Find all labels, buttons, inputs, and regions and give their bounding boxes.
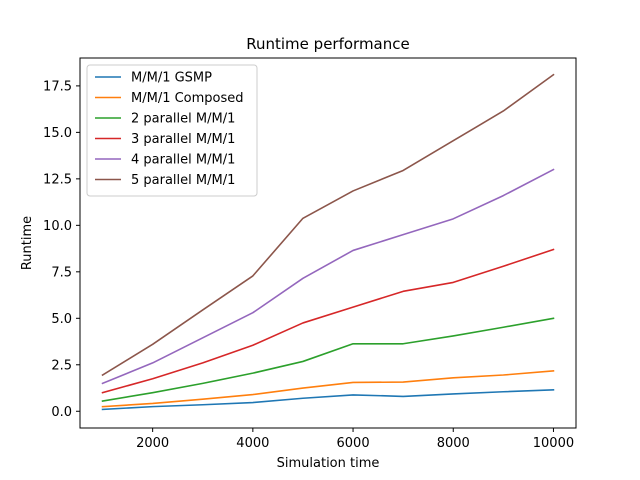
legend-label-6: 5 parallel M/M/1: [131, 173, 235, 188]
legend-label-1: M/M/1 GSMP: [131, 71, 212, 86]
y-tick-label: 12.5: [43, 172, 72, 187]
series-line-4: [101, 248, 555, 394]
y-axis: 0.0 2.5 5.0 7.5 10.0 12.5 15.0 17.5: [43, 79, 80, 420]
plot-frame: [79, 57, 577, 429]
legend: M/M/1 GSMP M/M/1 Composed 2 parallel M/M/1…: [86, 64, 258, 197]
x-tick-label: 8000: [437, 436, 470, 451]
y-tick-label: 5.0: [51, 312, 72, 327]
x-tick-label: 10000: [533, 436, 574, 451]
series-line-3: [101, 317, 555, 402]
legend-label-4: 3 parallel M/M/1: [131, 132, 235, 147]
x-tick-label: 6000: [337, 436, 370, 451]
y-tick-label: 10.0: [43, 219, 72, 234]
y-tick-label: 2.5: [51, 358, 72, 373]
series-line-1: [101, 389, 555, 411]
x-tick-label: 4000: [236, 436, 269, 451]
chart-title: Runtime performance: [246, 35, 409, 53]
series-line-6: [101, 73, 555, 377]
y-tick-label: 7.5: [51, 265, 72, 280]
y-axis-label: Runtime: [20, 216, 35, 270]
legend-label-3: 2 parallel M/M/1: [131, 112, 235, 127]
x-axis: 2000 4000 6000 8000 10000: [136, 428, 574, 451]
y-tick-label: 0.0: [51, 405, 72, 420]
series-line-2: [101, 370, 555, 408]
legend-box: [86, 64, 258, 197]
x-tick-label: 2000: [136, 436, 169, 451]
y-tick-label: 17.5: [43, 79, 72, 94]
legend-label-5: 4 parallel M/M/1: [131, 153, 235, 168]
series-line-5: [101, 168, 555, 385]
legend-label-2: M/M/1 Composed: [131, 91, 244, 106]
y-tick-label: 15.0: [43, 126, 72, 141]
series-layer: [101, 73, 555, 411]
x-axis-label: Simulation time: [277, 456, 380, 471]
